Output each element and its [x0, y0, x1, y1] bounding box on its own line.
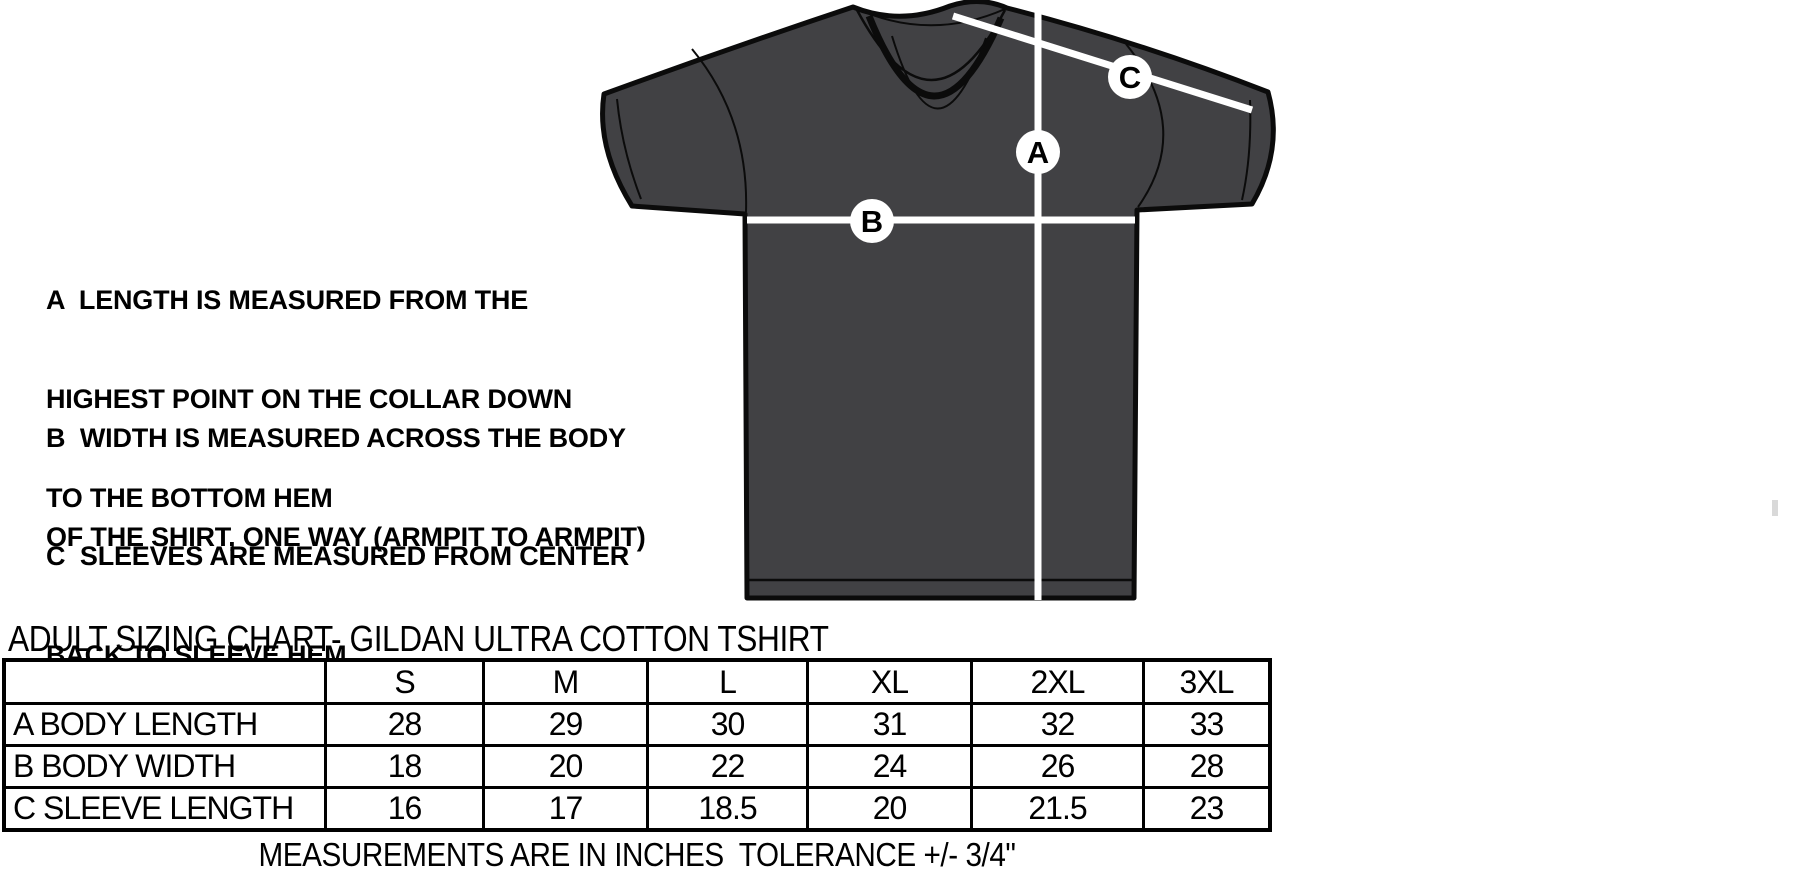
size-header-s: S: [327, 662, 482, 702]
row-label-body-length: A BODY LENGTH: [6, 705, 324, 744]
table-title: ADULT SIZING CHART- GILDAN ULTRA COTTON …: [8, 618, 829, 659]
body-length-xl: 31: [809, 705, 970, 744]
sleeve-length-3xl: 23: [1145, 789, 1268, 828]
annotation-c: C SLEEVES ARE MEASURED FROM CENTER BACK …: [46, 474, 629, 738]
body-width-s: 18: [327, 747, 482, 786]
edge-artifact: [1772, 500, 1778, 516]
marker-letter-a: A: [1027, 135, 1049, 170]
body-width-m: 20: [485, 747, 646, 786]
marker-letter-b: B: [861, 204, 883, 239]
body-width-3xl: 28: [1145, 747, 1268, 786]
size-header-l: L: [649, 662, 806, 702]
body-length-3xl: 33: [1145, 705, 1268, 744]
sleeve-length-xl: 20: [809, 789, 970, 828]
body-length-s: 28: [327, 705, 482, 744]
size-header-xl: XL: [809, 662, 970, 702]
size-header-2xl: 2XL: [973, 662, 1142, 702]
left-armhole-seam: [691, 48, 748, 213]
collar-opening-line: [865, 14, 1005, 100]
collar-inner-line: [891, 35, 987, 110]
body-width-l: 22: [649, 747, 806, 786]
annotation-b-line2: OF THE SHIRT, ONE WAY (ARMPIT TO ARMPIT): [46, 522, 646, 552]
annotation-a-line2: HIGHEST POINT ON THE COLLAR DOWN: [46, 384, 573, 414]
sleeve-length-s: 16: [327, 789, 482, 828]
body-length-2xl: 32: [973, 705, 1142, 744]
marker-circle-a: [1016, 130, 1060, 174]
annotation-a-line3: TO THE BOTTOM HEM: [46, 483, 333, 513]
tshirt-body: [600, 0, 1276, 601]
tolerance-note: MEASUREMENTS ARE IN INCHES TOLERANCE +/-…: [258, 836, 1016, 873]
marker-circle-c: [1108, 55, 1152, 99]
body-width-xl: 24: [809, 747, 970, 786]
size-header-empty: [6, 662, 324, 702]
body-width-2xl: 26: [973, 747, 1142, 786]
sleeve-length-2xl: 21.5: [973, 789, 1142, 828]
left-sleeve-hem-seam: [616, 98, 642, 200]
sleeve-length-l: 18.5: [649, 789, 806, 828]
row-label-sleeve-length: C SLEEVE LENGTH: [6, 789, 324, 828]
annotation-a: A LENGTH IS MEASURED FROM THE HIGHEST PO…: [46, 218, 572, 581]
annotation-b-line1: B WIDTH IS MEASURED ACROSS THE BODY: [46, 423, 626, 453]
size-header-3xl: 3XL: [1145, 662, 1268, 702]
sleeve-length-m: 17: [485, 789, 646, 828]
marker-letter-c: C: [1119, 60, 1141, 95]
measure-line-c: [951, 12, 1254, 114]
sizing-table: S M L XL 2XL 3XL A BODY LENGTH 28 29 30 …: [2, 658, 1272, 832]
body-length-m: 29: [485, 705, 646, 744]
size-header-m: M: [485, 662, 646, 702]
annotation-a-line1: A LENGTH IS MEASURED FROM THE: [46, 285, 529, 315]
marker-circle-b: [850, 199, 894, 243]
annotation-b: B WIDTH IS MEASURED ACROSS THE BODY OF T…: [46, 356, 646, 620]
body-length-l: 30: [649, 705, 806, 744]
annotation-c-line1: C SLEEVES ARE MEASURED FROM CENTER: [46, 541, 630, 571]
row-label-body-width: B BODY WIDTH: [6, 747, 324, 786]
